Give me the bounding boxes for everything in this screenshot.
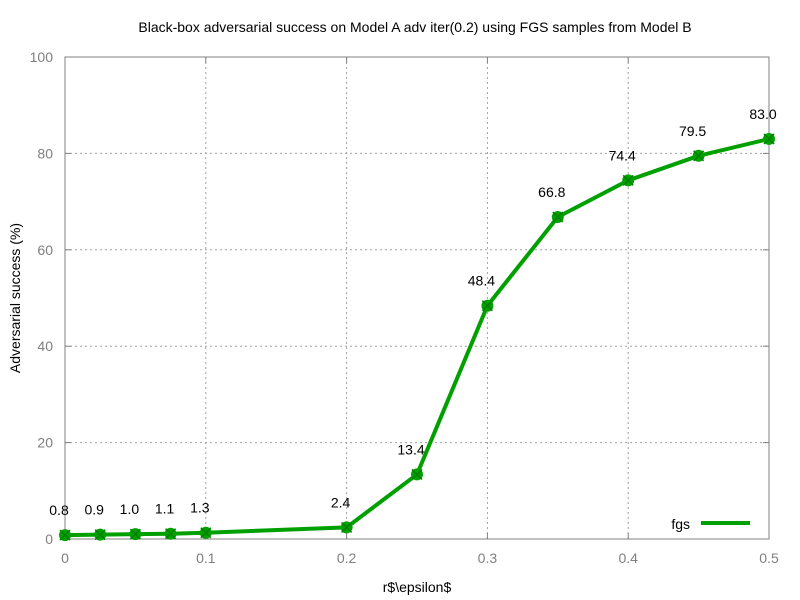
data-label: 48.4 <box>468 273 495 289</box>
grid-lines <box>65 57 769 539</box>
x-axis-label: r$\epsilon$ <box>383 579 452 595</box>
data-label: 13.4 <box>397 441 424 457</box>
y-tick-label: 0 <box>45 531 53 547</box>
data-label: 1.0 <box>120 501 140 517</box>
data-point-marker <box>165 528 177 540</box>
data-point-marker <box>622 174 634 186</box>
data-label: 79.5 <box>679 123 706 139</box>
data-point-marker <box>763 133 775 145</box>
data-label: 1.1 <box>155 501 175 517</box>
x-tick-label: 0 <box>61 550 69 566</box>
y-tick-label: 60 <box>37 242 53 258</box>
legend: fgs <box>671 516 750 532</box>
legend-label-fgs: fgs <box>671 516 690 532</box>
plot-frame <box>64 56 770 540</box>
data-point-marker <box>411 468 423 480</box>
data-label: 1.3 <box>190 500 210 516</box>
y-tick-label: 20 <box>37 435 53 451</box>
y-tick-labels: 0 20 40 60 80 100 <box>30 49 769 547</box>
data-point-marker <box>481 300 493 312</box>
y-axis-label: Adversarial success (%) <box>7 223 23 373</box>
series-layer <box>59 132 775 542</box>
data-labels: 0.8 0.9 1.0 1.1 1.3 2.4 13.4 48.4 66.8 74.4 79.5 83… <box>49 106 777 518</box>
x-tick-label: 0.2 <box>337 550 357 566</box>
x-tick-label: 0.1 <box>196 550 216 566</box>
y-tick-label: 80 <box>37 145 53 161</box>
y-tick-label: 40 <box>37 338 53 354</box>
x-tick-label: 0.5 <box>759 550 779 566</box>
data-point-marker <box>200 527 212 539</box>
data-point-marker <box>693 150 705 162</box>
data-point-marker <box>552 211 564 223</box>
data-point-marker <box>129 528 141 540</box>
data-label: 0.8 <box>49 502 69 518</box>
data-label: 74.4 <box>609 147 636 163</box>
data-label: 2.4 <box>331 494 351 510</box>
data-point-marker <box>94 529 106 541</box>
x-tick-label: 0.4 <box>618 550 638 566</box>
x-tick-labels: 0 0.1 0.2 0.3 0.4 0.5 <box>61 57 779 566</box>
x-tick-label: 0.3 <box>478 550 498 566</box>
data-label: 0.9 <box>84 502 104 518</box>
y-tick-label: 100 <box>30 49 54 65</box>
data-point-marker <box>341 521 353 533</box>
chart-title: Black-box adversarial success on Model A… <box>138 19 691 35</box>
data-label: 66.8 <box>538 184 565 200</box>
data-point-marker <box>59 529 71 541</box>
data-label: 83.0 <box>749 106 776 122</box>
